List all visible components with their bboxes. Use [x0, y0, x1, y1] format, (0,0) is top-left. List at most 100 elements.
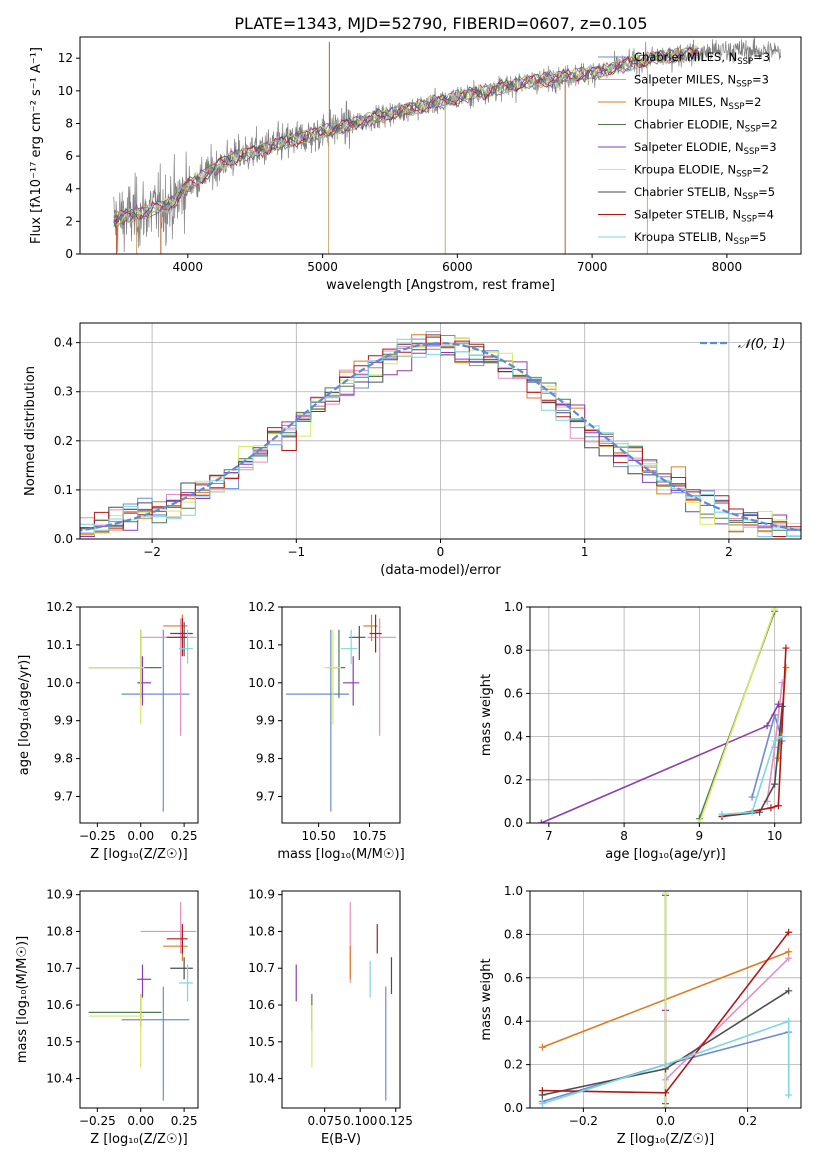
- normal-legend-label: 𝒩(0, 1): [738, 337, 785, 352]
- axes-frame: [79, 890, 199, 1109]
- x-axis-label: mass [log₁₀(M/M☉)]: [277, 847, 404, 862]
- x-tick-label: −0.25: [79, 829, 116, 843]
- weight-marker: [785, 987, 793, 995]
- y-tick-label: 9.9: [54, 714, 73, 728]
- errorbar-point-6: [170, 622, 193, 657]
- x-axis-label: wavelength [Angstrom, rest frame]: [326, 278, 555, 293]
- y-tick-label: 8: [65, 116, 73, 130]
- y-tick-label: 0.6: [504, 971, 523, 985]
- y-tick-label: 1.0: [504, 600, 523, 614]
- legend-entry: Chabrier ELODIE, NSSP=2: [634, 118, 778, 135]
- y-tick-label: 10.1: [46, 638, 73, 652]
- weight-marker: [771, 737, 779, 745]
- y-tick-label: 10.9: [248, 888, 275, 902]
- x-tick-label: 7000: [577, 260, 608, 274]
- errorbar-point-3: [88, 993, 162, 1028]
- errorbar-point-5: [324, 629, 341, 725]
- weight-marker: [771, 780, 779, 788]
- weight-marker: [774, 802, 782, 810]
- x-tick-label: 0: [437, 545, 445, 559]
- x-axis-label: age [log₁₀(age/yr)]: [605, 847, 726, 862]
- model-spectrum-3: [113, 47, 700, 224]
- errorbar-point-4: [343, 656, 360, 706]
- axes-frame: [281, 606, 401, 824]
- x-tick-label: 6000: [442, 260, 473, 274]
- axes-mass-vs-ebv: 0.075 0.100 0.125 10.4 10.5 10.6 10.7 10.8 10.9 E…: [248, 888, 413, 1147]
- x-tick-label: −1: [287, 545, 305, 559]
- x-axis-label: (data-model)/error: [380, 563, 501, 578]
- x-tick-label: 8000: [712, 260, 743, 274]
- legend-entry: Kroupa MILES, NSSP=2: [634, 95, 761, 112]
- errorbar-point-8: [178, 964, 193, 1002]
- x-tick-label: 0.2: [738, 1114, 757, 1128]
- axes-weight-vs-Z: −0.2 0.0 0.2 0.0 0.2 0.4 0.6 0.8 1.0 Z [log₁₀(Z/Z…: [479, 884, 802, 1147]
- residual-histogram-8: [80, 338, 801, 537]
- y-axis-label: age [log₁₀(age/yr)]: [17, 655, 32, 776]
- legend-entry: Chabrier STELIB, NSSP=5: [634, 185, 775, 202]
- plot-area-age-vs-mass: [286, 614, 396, 812]
- plot-area-mass-vs-ebv: [295, 902, 393, 1101]
- figure-title: PLATE=1343, MJD=52790, FIBERID=0607, z=0…: [234, 14, 647, 33]
- errorbar-point-4: [137, 964, 152, 998]
- weight-marker: [778, 733, 786, 741]
- weight-marker: [748, 808, 756, 816]
- x-axis-label: Z [log₁₀(Z/Z☉)]: [617, 1132, 714, 1147]
- model-spectrum-6: [113, 46, 700, 229]
- weight-marker: [767, 804, 775, 812]
- y-tick-label: 9.7: [54, 789, 73, 803]
- legend-entry: Salpeter ELODIE, NSSP=3: [634, 140, 777, 157]
- errorbar-point-0: [286, 629, 350, 812]
- weight-marker: [718, 810, 726, 818]
- model-spectrum-2: [113, 45, 700, 224]
- y-tick-label: 10.6: [248, 998, 275, 1012]
- errorbar-point-3: [88, 629, 162, 698]
- y-axis-label: mass weight: [479, 958, 494, 1040]
- legend-entry: Chabrier MILES, NSSP=3: [634, 50, 770, 67]
- y-tick-label: 10.2: [248, 600, 275, 614]
- y-tick-label: 9.8: [54, 752, 73, 766]
- plot-area-weight-vs-age: [537, 607, 790, 823]
- weight-marker: [538, 1100, 546, 1108]
- y-tick-label: 10: [58, 84, 73, 98]
- y-tick-label: 10.0: [248, 676, 275, 690]
- x-tick-label: 4000: [173, 260, 204, 274]
- plots-layer: 4000 5000 6000 7000 8000024681012wavelength …: [15, 36, 802, 1147]
- errorbar-point-8: [341, 629, 358, 664]
- errorbar-point-1: [140, 902, 197, 954]
- x-tick-label: −2: [143, 545, 161, 559]
- weight-marker: [785, 954, 793, 962]
- spectrum-legend: Chabrier MILES, NSSP=3 Salpeter MILES, NS…: [598, 50, 778, 247]
- x-tick-label: 0.075: [307, 1114, 341, 1128]
- weight-marker: [763, 722, 771, 730]
- x-tick-label: 9: [696, 829, 704, 843]
- plot-area-residuals: [80, 331, 801, 537]
- y-tick-label: 0.4: [54, 336, 73, 350]
- weight-marker: [778, 702, 786, 710]
- weight-marker: [537, 819, 545, 823]
- weight-marker: [662, 1061, 669, 1069]
- legend-entry: Salpeter STELIB, NSSP=4: [634, 208, 774, 225]
- y-tick-label: 10.5: [248, 1035, 275, 1049]
- y-tick-label: 0.8: [504, 927, 523, 941]
- y-axis-label: Normed distribution: [23, 366, 38, 496]
- y-tick-label: 6: [65, 149, 73, 163]
- y-tick-label: 0.4: [504, 1014, 523, 1028]
- x-tick-label: −0.25: [79, 1114, 116, 1128]
- x-axis-label: E(B-V): [321, 1132, 361, 1147]
- axes-age-vs-mass: 10.50 10.75 9.7 9.8 9.9 10.0 10.1 10.2 mass [log…: [248, 600, 404, 862]
- legend-entry: Kroupa ELODIE, NSSP=2: [634, 163, 769, 180]
- y-tick-label: 2: [65, 214, 73, 228]
- weight-marker: [748, 793, 756, 801]
- y-tick-label: 0.4: [504, 730, 523, 744]
- axes-frame: [281, 890, 401, 1109]
- axes-frame: [529, 606, 802, 824]
- y-tick-label: 10.9: [46, 888, 73, 902]
- y-tick-label: 0.0: [54, 532, 73, 546]
- model-spectrum-4: [113, 48, 700, 227]
- y-tick-label: 10.7: [46, 961, 73, 975]
- errorbar-point-5: [88, 629, 145, 725]
- x-tick-label: 0.00: [127, 829, 154, 843]
- normal-curve: [80, 342, 801, 532]
- weight-marker: [774, 700, 782, 708]
